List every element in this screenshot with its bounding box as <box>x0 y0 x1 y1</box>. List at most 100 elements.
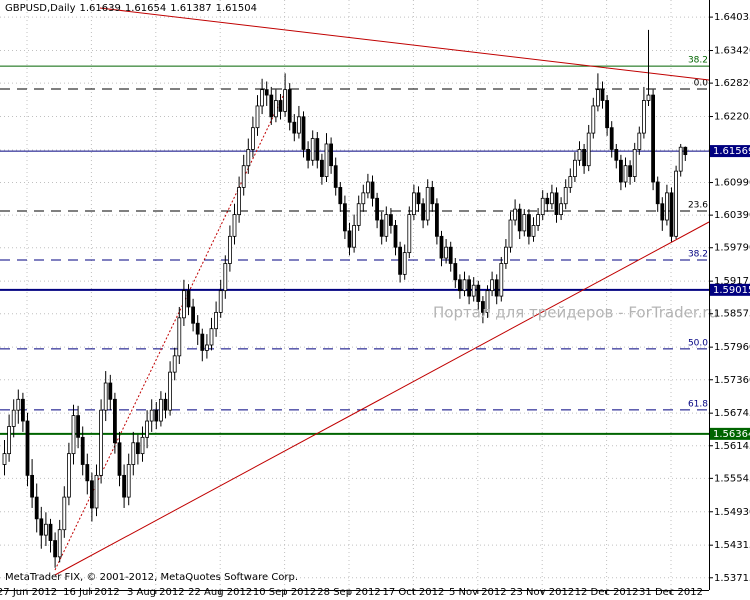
candle-body <box>94 474 99 509</box>
candle-body <box>605 100 609 129</box>
candle-body <box>232 214 237 237</box>
open: 1.61639 <box>79 3 121 14</box>
close: 1.61504 <box>215 3 257 14</box>
candle-body <box>632 149 637 177</box>
x-tick-label: 22 Aug 2012 <box>188 587 252 598</box>
candle-body <box>315 138 320 161</box>
candle-body <box>646 94 651 101</box>
candle-body <box>53 540 57 558</box>
candle-body <box>586 132 591 167</box>
candle-body <box>536 214 540 226</box>
candle-body <box>269 94 274 118</box>
candle-body <box>476 284 481 302</box>
candle-body <box>338 187 343 205</box>
candle-body <box>513 208 517 221</box>
candle-body <box>411 192 416 215</box>
candle-body <box>20 398 25 422</box>
candle-body <box>596 89 600 107</box>
y-tick-label: 1.53715 <box>714 573 750 584</box>
candle-body <box>223 263 228 292</box>
candle-body <box>177 317 182 357</box>
candle-body <box>651 94 655 183</box>
candle-body <box>342 203 347 232</box>
candle-body <box>113 398 117 444</box>
candle-body <box>126 464 131 498</box>
candle-body <box>108 382 113 400</box>
candle-body <box>430 187 435 205</box>
candle-body <box>655 181 660 205</box>
candle-body <box>306 149 311 161</box>
candle-body <box>388 214 393 226</box>
candle-body <box>30 474 35 498</box>
candle-body <box>11 409 16 427</box>
y-tick-label: 1.59175 <box>714 276 750 287</box>
candle-body <box>494 279 499 297</box>
price-tag-label: 1.61569 <box>713 146 750 157</box>
candle-body <box>44 523 48 536</box>
y-tick-label: 1.56145 <box>714 441 750 452</box>
candle-body <box>416 192 421 205</box>
candle-body <box>90 480 94 509</box>
price-tag <box>710 283 750 296</box>
candle-body <box>209 328 214 346</box>
chart-header: GBPUSD,Daily 1.61639 1.61654 1.61387 1.61504 <box>5 3 261 14</box>
y-tick-label: 1.60390 <box>714 210 750 221</box>
candle-body <box>39 518 44 536</box>
candle-body <box>448 246 453 264</box>
candle-body <box>135 442 140 455</box>
candle-body <box>204 344 209 351</box>
candle-body <box>67 453 71 498</box>
candle-body <box>292 121 297 134</box>
candle-body <box>398 246 403 275</box>
y-tick-label: 1.59790 <box>714 243 750 254</box>
candle-body <box>660 203 665 221</box>
x-tick-label: 17 Oct 2012 <box>382 587 444 598</box>
trend-line <box>99 7 710 81</box>
x-tick-label: 12 Dec 2012 <box>575 587 639 598</box>
candle-body <box>260 89 265 107</box>
candle-body <box>434 203 439 237</box>
y-tick-label: 1.57360 <box>714 375 750 386</box>
candle-body <box>310 138 315 161</box>
candle-body <box>421 203 426 221</box>
x-tick-label: 31 Dec 2012 <box>639 587 703 598</box>
candle-body <box>301 116 306 150</box>
candle-body <box>503 246 508 264</box>
candle-body <box>490 279 495 292</box>
candle-body <box>683 146 688 156</box>
candle-body <box>7 426 11 455</box>
candle-body <box>614 149 619 161</box>
axis-labels: 1.640351.634201.628201.622051.615901.609… <box>0 12 750 598</box>
candle-body <box>563 187 568 205</box>
candle-body <box>278 100 283 112</box>
candle-body <box>237 187 242 215</box>
x-tick-label: 5 Nov 2012 <box>449 587 507 598</box>
candle-body <box>246 149 251 167</box>
candle-body <box>384 214 389 237</box>
candle-body <box>122 474 126 498</box>
price-tag-label: 1.56364 <box>713 429 750 440</box>
candle-body <box>168 371 173 411</box>
fib-label: 38.2 <box>688 249 708 259</box>
candle-body <box>287 89 292 123</box>
candle-body <box>99 409 103 476</box>
candle-body <box>186 290 191 308</box>
candle-body <box>393 225 398 248</box>
candle-body <box>250 127 255 150</box>
candle-body <box>227 235 232 264</box>
candle-body <box>140 436 145 455</box>
candle-body <box>550 192 554 205</box>
y-tick-label: 1.55545 <box>714 473 750 484</box>
price-tag <box>710 427 750 440</box>
candle-body <box>669 192 674 237</box>
candle-body <box>163 398 168 411</box>
y-tick-label: 1.64035 <box>714 12 750 23</box>
candle-body <box>103 382 108 411</box>
candle-body <box>522 214 527 232</box>
fib-label: 23.6 <box>688 201 708 211</box>
candle-body <box>499 263 504 297</box>
candle-body <box>117 442 122 476</box>
candle-body <box>600 89 605 101</box>
x-tick-label: 28 Sep 2012 <box>317 587 380 598</box>
candle-body <box>352 225 357 248</box>
